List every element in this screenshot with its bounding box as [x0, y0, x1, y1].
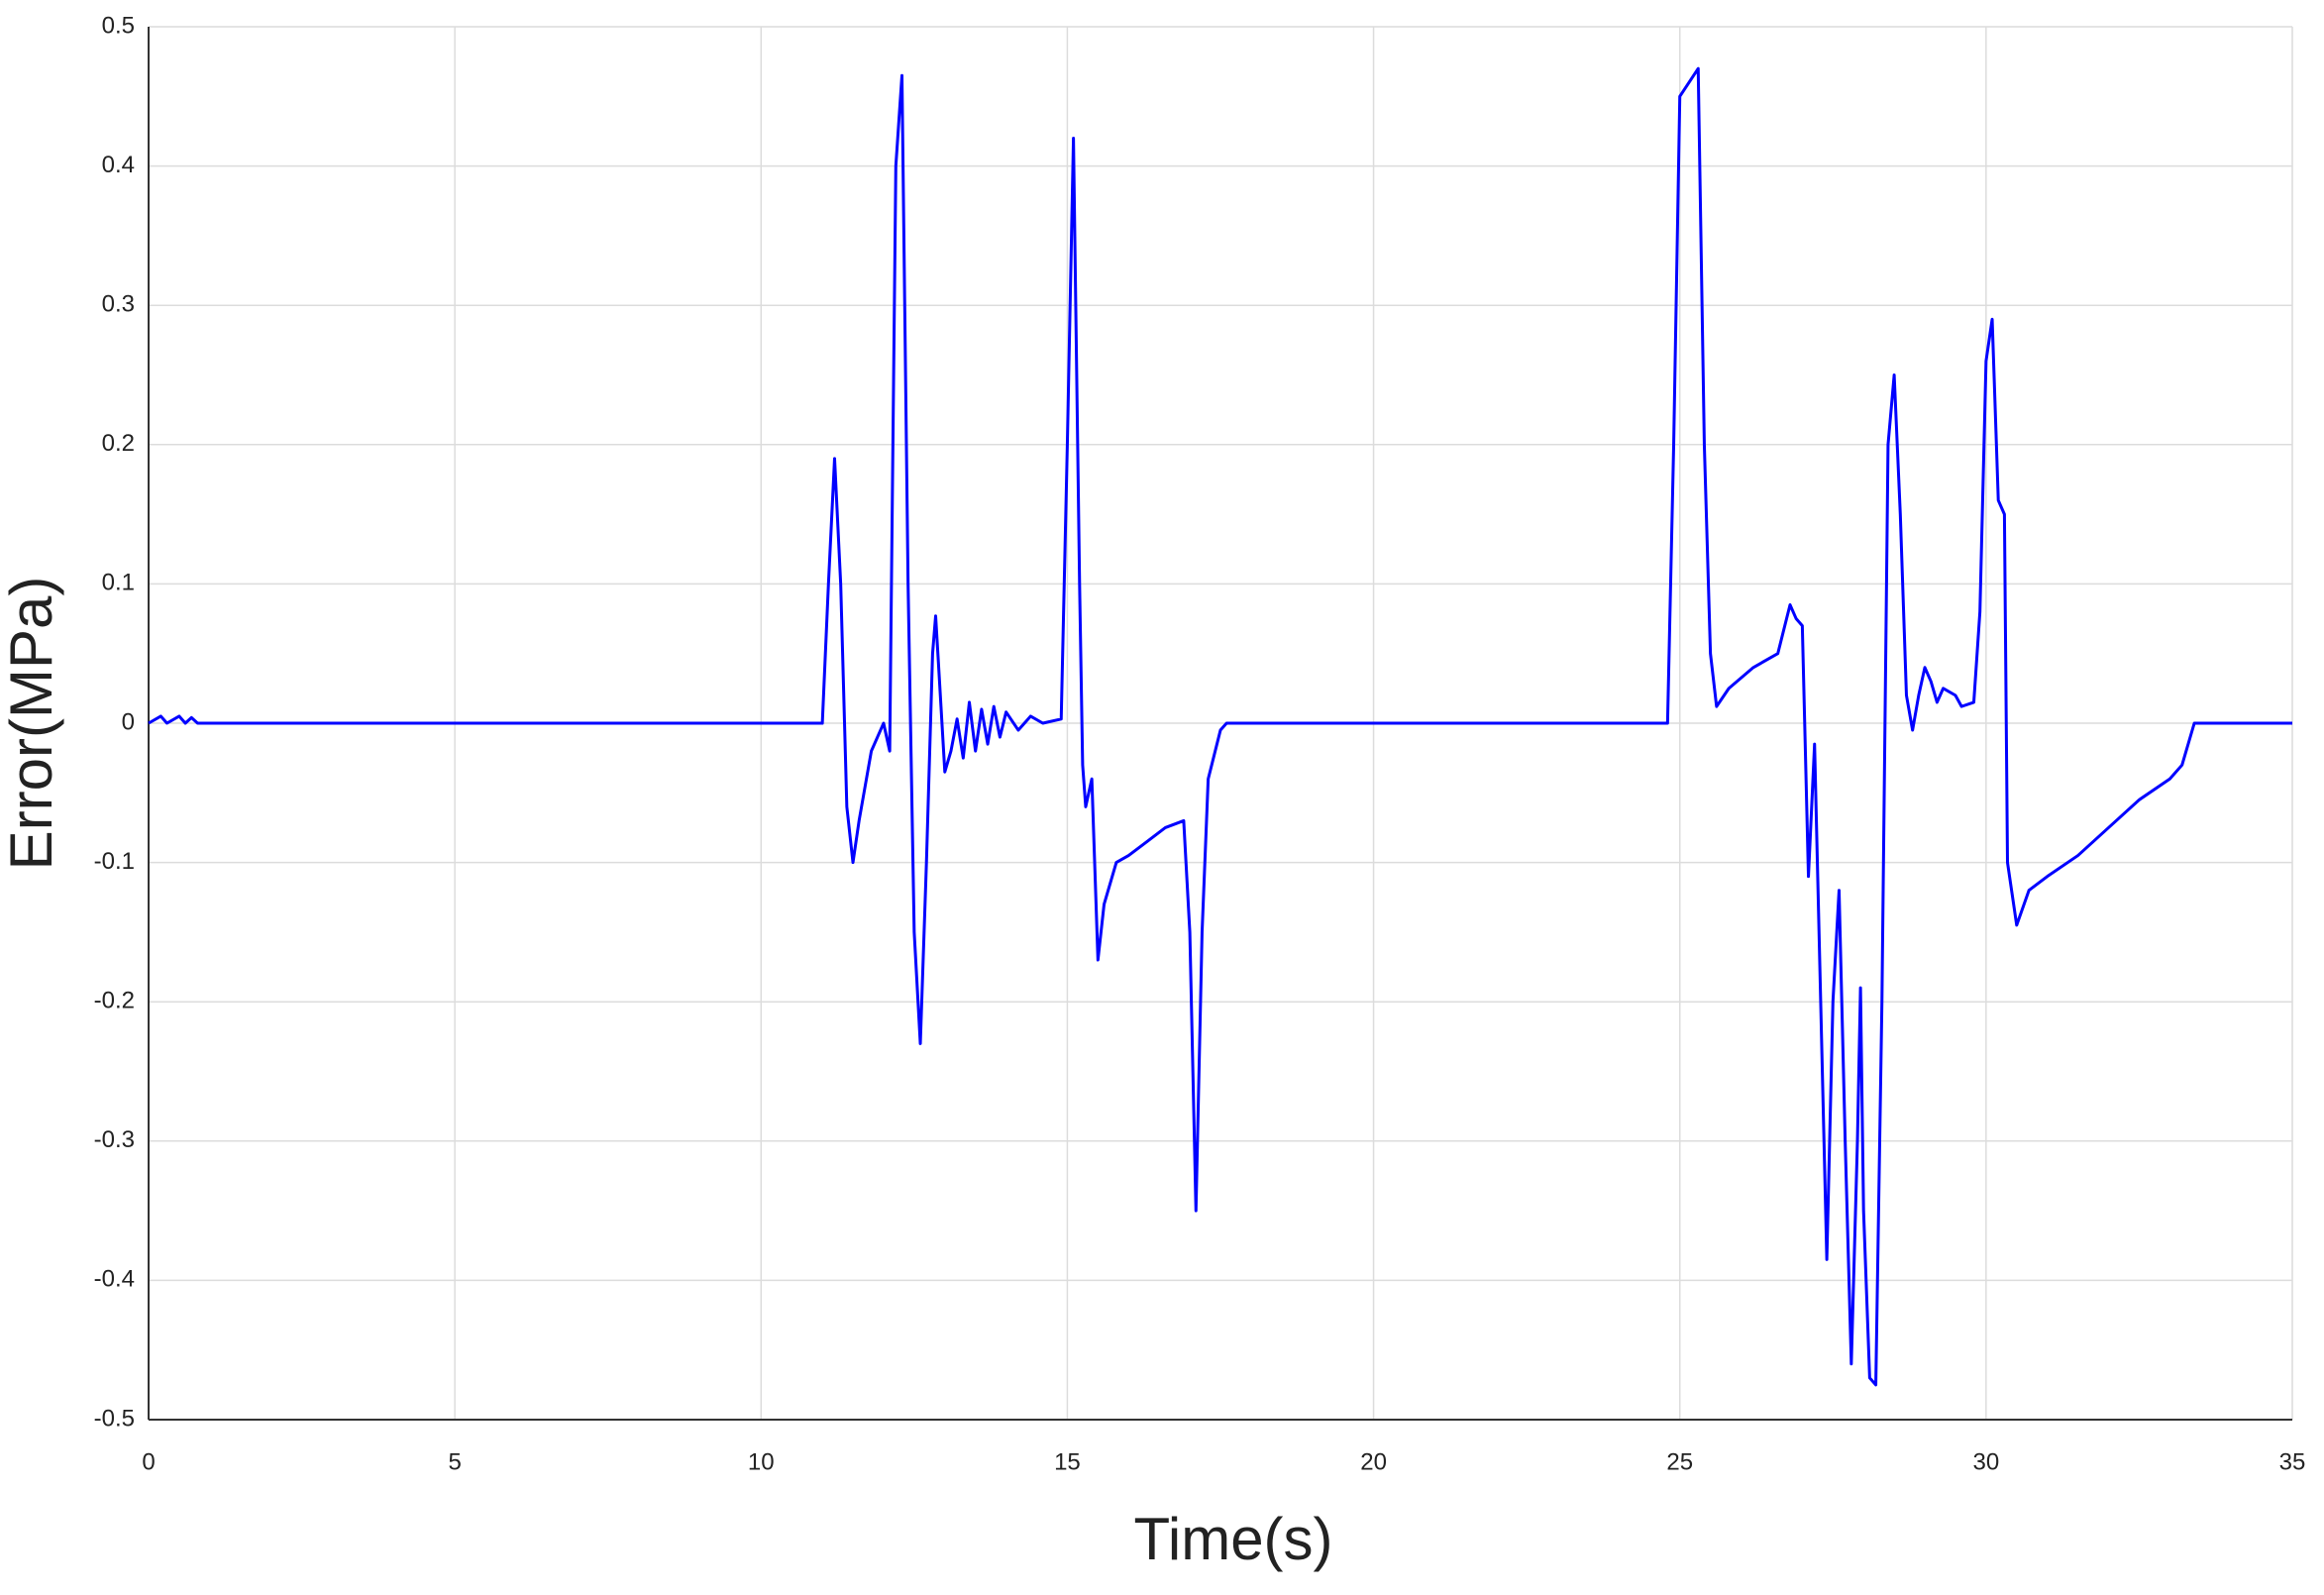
- x-tick-label: 5: [448, 1448, 461, 1475]
- y-tick-label: 0.3: [102, 291, 135, 318]
- y-tick-label: -0.3: [94, 1126, 135, 1153]
- data-line: [148, 66, 2292, 1387]
- y-tick-label: -0.5: [94, 1405, 135, 1432]
- x-tick-label: 30: [1973, 1448, 2000, 1475]
- x-axis-label: Time(s): [1133, 1506, 1332, 1572]
- x-tick-label: 20: [1360, 1448, 1387, 1475]
- y-tick-label: -0.1: [94, 848, 135, 875]
- y-axis-label: Error(MPa): [0, 577, 64, 871]
- x-tick-label: 0: [142, 1448, 155, 1475]
- y-tick-label: 0.2: [102, 430, 135, 457]
- y-tick-label: 0.1: [102, 570, 135, 596]
- x-tick-label: 35: [2279, 1448, 2306, 1475]
- y-tick-label: 0.5: [102, 12, 135, 39]
- x-tick-label: 25: [1666, 1448, 1693, 1475]
- y-tick-label: -0.4: [94, 1266, 135, 1293]
- x-tick-label: 10: [748, 1448, 775, 1475]
- y-tick-label: 0.4: [102, 152, 135, 178]
- y-tick-label: 0: [122, 708, 135, 735]
- y-tick-label: -0.2: [94, 988, 135, 1014]
- x-tick-label: 15: [1054, 1448, 1081, 1475]
